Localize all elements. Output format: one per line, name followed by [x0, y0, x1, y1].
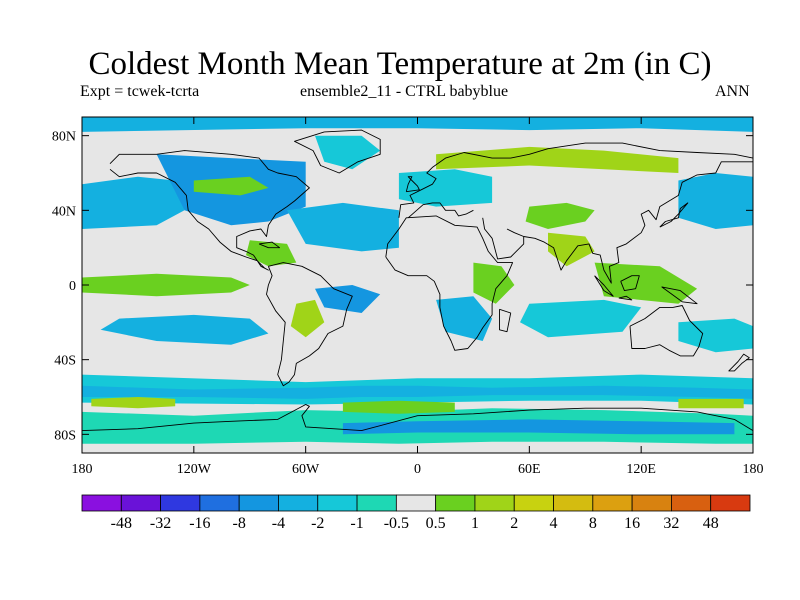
- colorbar-label: 32: [663, 515, 679, 532]
- region-north-pacific-west: [678, 173, 753, 229]
- colorbar-label: 16: [624, 515, 640, 532]
- region-south-america-warm: [290, 299, 325, 338]
- coastline-segment: [499, 308, 512, 333]
- coastline-segment: [620, 275, 640, 292]
- colorbar-label: -16: [189, 515, 210, 532]
- colorbar-swatch: [278, 494, 319, 512]
- colorbar-swatch: [474, 494, 515, 512]
- colorbar-label: 48: [703, 515, 719, 532]
- lat-tick-label: 0: [69, 279, 76, 294]
- colorbar-swatch: [631, 494, 672, 512]
- colorbar-swatch: [395, 494, 437, 512]
- colorbar-swatch: [553, 494, 594, 512]
- colorbar-label: 0.5: [426, 515, 446, 532]
- region-australia-east-sector: [678, 398, 744, 409]
- lat-tick-label: 40S: [54, 354, 76, 369]
- region-africa-east-warm: [473, 262, 515, 304]
- colorbar-swatch: [199, 494, 240, 512]
- coastline-segment: [258, 241, 281, 249]
- coastline-segment: [398, 142, 754, 218]
- colorbar-swatch: [317, 494, 358, 512]
- colorbar-label: -0.5: [384, 515, 409, 532]
- colorbar-swatch: [671, 494, 712, 512]
- map-title: Coldest Month Mean Temperature at 2m (in…: [88, 46, 712, 82]
- region-south-pacific: [100, 314, 269, 345]
- coastline-segment: [523, 161, 753, 284]
- coastline-segment: [81, 404, 754, 432]
- region-tropical-atlantic: [315, 285, 381, 313]
- colorbar-swatch: [160, 494, 201, 512]
- coastline-segment: [659, 202, 689, 228]
- coastline-segment: [482, 217, 525, 260]
- coastline-segment: [618, 295, 633, 301]
- coastline-segment: [266, 262, 353, 387]
- map-axes: 80N 40N 0 40S 80S 180 120W 60W 0 60E 120E 180: [52, 117, 764, 477]
- lon-tick-label: 180: [72, 462, 93, 477]
- colorbar-swatch: [238, 494, 279, 512]
- colorbar-label: -48: [111, 515, 132, 532]
- colorbar-swatch: [592, 494, 633, 512]
- region-canada-warm: [193, 176, 269, 196]
- lat-tick-label: 40N: [52, 204, 76, 219]
- season-label: ANN: [715, 83, 750, 100]
- lon-tick-label: 120W: [177, 462, 212, 477]
- colorbar-swatch: [513, 494, 554, 512]
- colorbar-label: -8: [233, 515, 246, 532]
- colorbar: -48 -32 -16 -8 -4 -2 -1 -0.5 0.5 1 2 4 8 16 32 48: [81, 494, 751, 532]
- colorbar-label: -2: [311, 515, 324, 532]
- region-north-atlantic: [287, 202, 399, 252]
- lon-tick-label: 0: [414, 462, 421, 477]
- region-tropical-pacific-warm: [82, 273, 250, 297]
- region-europe: [398, 169, 493, 207]
- coastline-segment: [594, 275, 614, 297]
- lon-tick-label: 60W: [292, 462, 320, 477]
- colorbar-label: -1: [350, 515, 363, 532]
- lon-tick-label: 120E: [626, 462, 656, 477]
- coastline-segment: [385, 215, 514, 351]
- coastline-segment: [661, 286, 698, 305]
- region-maritime-continent: [594, 262, 698, 304]
- colorbar-swatch: [120, 494, 161, 512]
- region-antarctic-east: [342, 419, 735, 435]
- region-eurasia-north-warm: [436, 146, 679, 173]
- colorbar-swatch: [81, 494, 122, 512]
- temperature-map: [82, 117, 753, 453]
- region-arctic: [82, 117, 753, 132]
- region-ross-sea-warm: [91, 397, 176, 409]
- colorbar-swatch: [356, 494, 397, 512]
- region-north-pacific: [82, 176, 185, 229]
- lon-tick-label: 60E: [518, 462, 541, 477]
- ensemble-label: ensemble2_11 - CTRL babyblue: [300, 83, 509, 100]
- coastline-segment: [405, 176, 420, 193]
- region-indian-ocean: [520, 299, 642, 338]
- region-southern-ocean-inner: [82, 385, 753, 399]
- colorbar-label: 1: [471, 515, 479, 532]
- region-south-pacific-west: [678, 318, 753, 353]
- region-caribbean-warm: [246, 240, 297, 267]
- colorbar-label: -32: [150, 515, 171, 532]
- lon-tick-label: 180: [743, 462, 764, 477]
- region-africa-south: [436, 296, 493, 341]
- colorbar-label: 4: [550, 515, 558, 532]
- coastline-segment: [294, 129, 381, 174]
- colorbar-label: -4: [272, 515, 285, 532]
- coastline-segment: [629, 305, 704, 357]
- colorbar-label: 2: [510, 515, 518, 532]
- lat-tick-label: 80S: [54, 428, 76, 443]
- lat-tick-label: 80N: [52, 130, 76, 145]
- region-central-asia-warm: [525, 202, 595, 229]
- coastlines: [81, 129, 754, 432]
- region-greenland: [315, 135, 381, 170]
- coastline-segment: [728, 353, 750, 372]
- colorbar-swatch: [435, 494, 476, 512]
- experiment-label: Expt = tcwek-tcrta: [80, 83, 200, 100]
- coastline-segment: [109, 150, 310, 271]
- coastline-segment: [407, 202, 474, 219]
- region-india-warm: [548, 232, 595, 267]
- colorbar-swatch: [710, 494, 751, 512]
- region-antarctic-peninsula-warm: [342, 400, 455, 414]
- colorbar-label: 8: [589, 515, 597, 532]
